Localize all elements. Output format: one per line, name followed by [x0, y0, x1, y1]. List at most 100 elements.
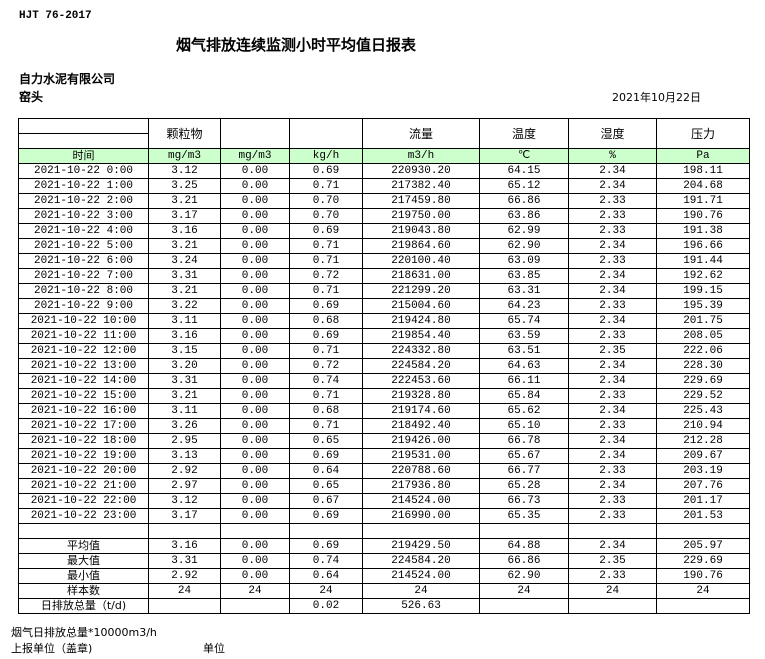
table-cell: 65.35	[479, 508, 569, 524]
table-cell: 228.30	[656, 358, 750, 374]
table-cell: 2.35	[568, 553, 657, 569]
table-row: 2021-10-22 1:00 3.25 0.00 0.71 217382.40 65.1…	[18, 178, 750, 194]
table-cell: 65.74	[479, 313, 569, 329]
table-cell: 0.00	[220, 298, 290, 314]
table-cell: 0.00	[220, 568, 290, 584]
table-cell: 221299.20	[362, 283, 480, 299]
units-header-row: 时间 mg/m3 mg/m3 kg/h m3/h ℃% Pa	[18, 148, 750, 164]
table-cell: 3.13	[148, 448, 221, 464]
table-row: 2021-10-22 18:00 2.95 0.00 0.65 219426.00 66.…	[18, 433, 750, 449]
table-row: 2021-10-22 12:00 3.15 0.00 0.71 224332.80 63.…	[18, 343, 750, 359]
table-cell: 216990.00	[362, 508, 480, 524]
table-cell: 63.85	[479, 268, 569, 284]
table-cell: 217459.80	[362, 193, 480, 209]
table-cell: 3.31	[148, 268, 221, 284]
table-cell: 2021-10-22 7:00	[18, 268, 149, 284]
table-cell: 65.67	[479, 448, 569, 464]
table-row: 2021-10-22 23:00 3.17 0.00 0.69 216990.00 65.…	[18, 508, 750, 524]
table-cell: 3.22	[148, 298, 221, 314]
table-cell: 2.33	[568, 418, 657, 434]
table-cell: 208.05	[656, 328, 750, 344]
table-cell: 0.69	[289, 223, 363, 239]
table-cell: 64.63	[479, 358, 569, 374]
table-cell	[18, 118, 149, 149]
table-cell: 2021-10-22 6:00	[18, 253, 149, 269]
table-row: 2021-10-22 3:00 3.17 0.00 0.70 219750.00 63.8…	[18, 208, 750, 224]
table-cell: 65.12	[479, 178, 569, 194]
table-cell: 0.69	[289, 298, 363, 314]
table-cell: 63.59	[479, 328, 569, 344]
table-cell: 218492.40	[362, 418, 480, 434]
table-cell: 最大值	[18, 553, 149, 569]
table-cell: 2.92	[148, 568, 221, 584]
table-row: 2021-10-22 9:00 3.22 0.00 0.69 215004.60 64.2…	[18, 298, 750, 314]
table-cell: 0.00	[220, 493, 290, 509]
report-title: 烟气排放连续监测小时平均值日报表	[176, 36, 417, 54]
table-cell: 229.69	[656, 373, 750, 389]
table-cell: 2021-10-22 18:00	[18, 433, 149, 449]
table-cell: 217382.40	[362, 178, 480, 194]
table-row: 2021-10-22 13:00 3.20 0.00 0.72 224584.20 64.…	[18, 358, 750, 374]
table-cell: 219750.00	[362, 208, 480, 224]
table-cell: 2.33	[568, 493, 657, 509]
table-row: 2021-10-22 10:00 3.11 0.00 0.68 219424.80 65.…	[18, 313, 750, 329]
summary-row: 最大值 3.31 0.00 0.74 224584.20 66.86 2.35 229.69	[18, 553, 750, 569]
table-cell: 2021-10-22 13:00	[18, 358, 149, 374]
table-cell: 65.28	[479, 478, 569, 494]
table-cell: 0.64	[289, 463, 363, 479]
table-cell: 0.71	[289, 238, 363, 254]
table-row: 2021-10-22 17:00 3.26 0.00 0.71 218492.40 65.…	[18, 418, 750, 434]
table-cell: 2.33	[568, 568, 657, 584]
table-cell: 0.00	[220, 283, 290, 299]
table-cell: 0.00	[220, 238, 290, 254]
table-cell: 207.76	[656, 478, 750, 494]
table-cell: 205.97	[656, 538, 750, 554]
table-row: 2021-10-22 19:00 3.13 0.00 0.69 219531.00 65.…	[18, 448, 750, 464]
table-cell: 时间	[18, 148, 149, 164]
table-cell: 63.31	[479, 283, 569, 299]
table-cell: 63.09	[479, 253, 569, 269]
table-cell: 0.71	[289, 418, 363, 434]
table-cell	[656, 598, 750, 614]
table-cell: 0.70	[289, 208, 363, 224]
summary-row: 样本数 24 24 24 24 24 24 24	[18, 583, 750, 599]
table-cell: 24	[656, 583, 750, 599]
table-cell: 0.71	[289, 283, 363, 299]
table-cell: 2021-10-22 0:00	[18, 163, 149, 179]
table-cell: 2021-10-22 23:00	[18, 508, 149, 524]
table-cell: 219328.80	[362, 388, 480, 404]
table-cell: 64.15	[479, 163, 569, 179]
table-cell: 217936.80	[362, 478, 480, 494]
header-divider	[19, 120, 148, 148]
reporter-label: 上报单位（盖章)	[11, 642, 93, 655]
table-cell: 2.33	[568, 328, 657, 344]
table-row: 2021-10-22 22:00 3.12 0.00 0.67 214524.00 66.…	[18, 493, 750, 509]
table-cell: 219429.50	[362, 538, 480, 554]
table-cell: 压力	[656, 118, 750, 149]
table-cell: 2021-10-22 8:00	[18, 283, 149, 299]
table-cell: %	[568, 148, 657, 164]
table-cell: 66.86	[479, 193, 569, 209]
table-cell: kg/h	[289, 148, 363, 164]
table-cell: 0.65	[289, 478, 363, 494]
table-cell: 0.00	[220, 163, 290, 179]
table-cell: 2021-10-22 11:00	[18, 328, 149, 344]
table-cell: 65.84	[479, 388, 569, 404]
table-cell: 3.12	[148, 163, 221, 179]
table-cell: 0.74	[289, 373, 363, 389]
table-cell: 2021-10-22 19:00	[18, 448, 149, 464]
table-cell: 0.68	[289, 403, 363, 419]
table-cell: 66.78	[479, 433, 569, 449]
table-row: 2021-10-22 11:00 3.16 0.00 0.69 219854.40 63.…	[18, 328, 750, 344]
table-cell: 0.68	[289, 313, 363, 329]
table-cell: 3.12	[148, 493, 221, 509]
table-cell: 196.66	[656, 238, 750, 254]
company-name: 自力水泥有限公司	[19, 72, 116, 86]
table-cell: 2.34	[568, 283, 657, 299]
table-cell: 3.11	[148, 403, 221, 419]
table-cell: 64.23	[479, 298, 569, 314]
group-header-row: 颗粒物 流量 温度 湿度 压力	[18, 118, 750, 149]
table-cell: 3.16	[148, 538, 221, 554]
table-cell: 0.69	[289, 328, 363, 344]
table-cell: 2021-10-22 9:00	[18, 298, 149, 314]
